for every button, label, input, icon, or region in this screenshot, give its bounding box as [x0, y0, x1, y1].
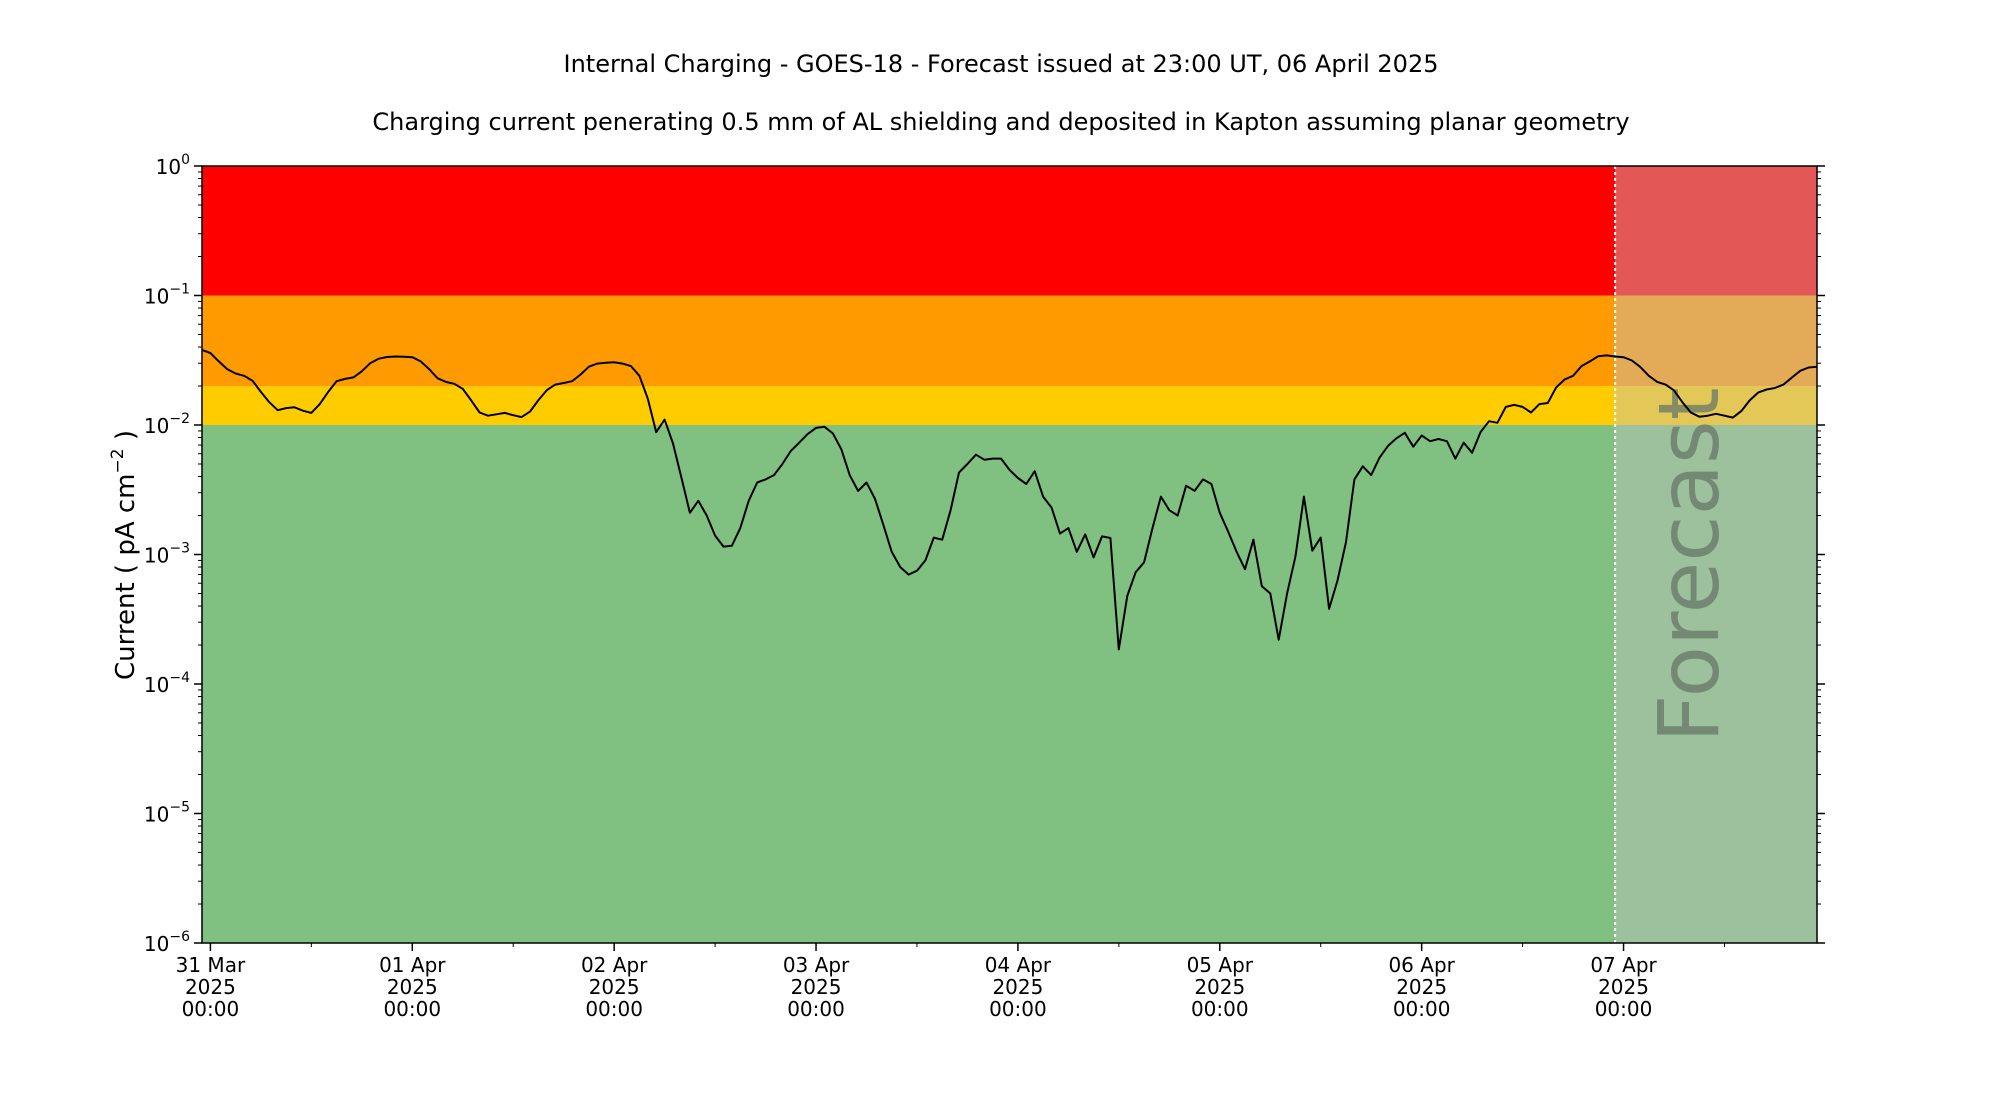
y-tick-exponent: −1	[169, 282, 190, 298]
band-3	[202, 425, 1817, 943]
y-tick-exponent: −6	[169, 929, 190, 945]
band-0	[202, 166, 1817, 296]
y-tick-label: 10−6	[144, 929, 190, 956]
band-2	[202, 386, 1817, 425]
y-tick-base: 10	[156, 155, 181, 179]
charging-current-line	[201, 348, 1818, 651]
y-tick-exponent: −2	[169, 411, 190, 427]
x-tick-label: 04 Apr	[985, 953, 1052, 977]
y-tick-label: 10−1	[144, 282, 190, 309]
y-axis-label-text: Current ( pA cm	[111, 473, 141, 680]
y-tick-exponent: −5	[169, 800, 190, 816]
y-tick-exponent: −4	[169, 670, 190, 686]
forecast-overlay	[1615, 166, 1817, 943]
x-tick-label: 02 Apr	[581, 953, 648, 977]
x-tick-label: 05 Apr	[1187, 953, 1254, 977]
x-tick-label: 2025	[185, 975, 236, 999]
x-tick-label: 00:00	[1595, 997, 1653, 1021]
forecast-region: Forecast	[1614, 166, 1817, 943]
x-tick-label: 00:00	[585, 997, 643, 1021]
x-tick-label: 2025	[791, 975, 842, 999]
y-axis-label: Current ( pA cm−2 )	[108, 430, 141, 680]
y-axis-label-close: )	[111, 430, 141, 448]
x-tick-label: 00:00	[182, 997, 240, 1021]
chart-title: Internal Charging - GOES-18 - Forecast i…	[564, 50, 1439, 78]
x-tick-label: 2025	[1194, 975, 1245, 999]
risk-level-bands	[202, 166, 1817, 943]
y-tick-base: 10	[144, 673, 169, 697]
x-tick-label: 03 Apr	[783, 953, 850, 977]
y-tick-base: 10	[144, 932, 169, 956]
y-tick-base: 10	[144, 285, 169, 309]
forecast-label: Forecast	[1640, 387, 1738, 742]
x-tick-label: 00:00	[787, 997, 845, 1021]
y-tick-label: 10−2	[144, 411, 190, 438]
x-tick-label: 00:00	[383, 997, 441, 1021]
x-tick-label: 31 Mar	[176, 953, 246, 977]
y-axis-label-exponent: −2	[108, 448, 128, 473]
x-tick-label: 06 Apr	[1388, 953, 1455, 977]
y-tick-base: 10	[144, 544, 169, 568]
y-tick-exponent: −3	[169, 541, 190, 557]
x-tick-label: 00:00	[1191, 997, 1249, 1021]
y-tick-base: 10	[144, 803, 169, 827]
x-tick-label: 07 Apr	[1590, 953, 1657, 977]
x-tick-label: 2025	[1598, 975, 1649, 999]
x-tick-label: 2025	[1396, 975, 1447, 999]
y-tick-label: 10−3	[144, 541, 190, 568]
y-tick-exponent: 0	[181, 152, 190, 168]
x-tick-label: 2025	[387, 975, 438, 999]
x-tick-label: 2025	[992, 975, 1043, 999]
y-tick-label: 100	[156, 152, 190, 179]
chart-subtitle: Charging current penerating 0.5 mm of AL…	[372, 108, 1629, 136]
x-tick-label: 00:00	[1393, 997, 1451, 1021]
y-tick-label: 10−5	[144, 800, 190, 827]
x-tick-label: 00:00	[989, 997, 1047, 1021]
y-tick-base: 10	[144, 414, 169, 438]
x-tick-label: 2025	[589, 975, 640, 999]
band-1	[202, 295, 1817, 387]
x-tick-label: 01 Apr	[379, 953, 446, 977]
y-tick-label: 10−4	[144, 670, 190, 697]
